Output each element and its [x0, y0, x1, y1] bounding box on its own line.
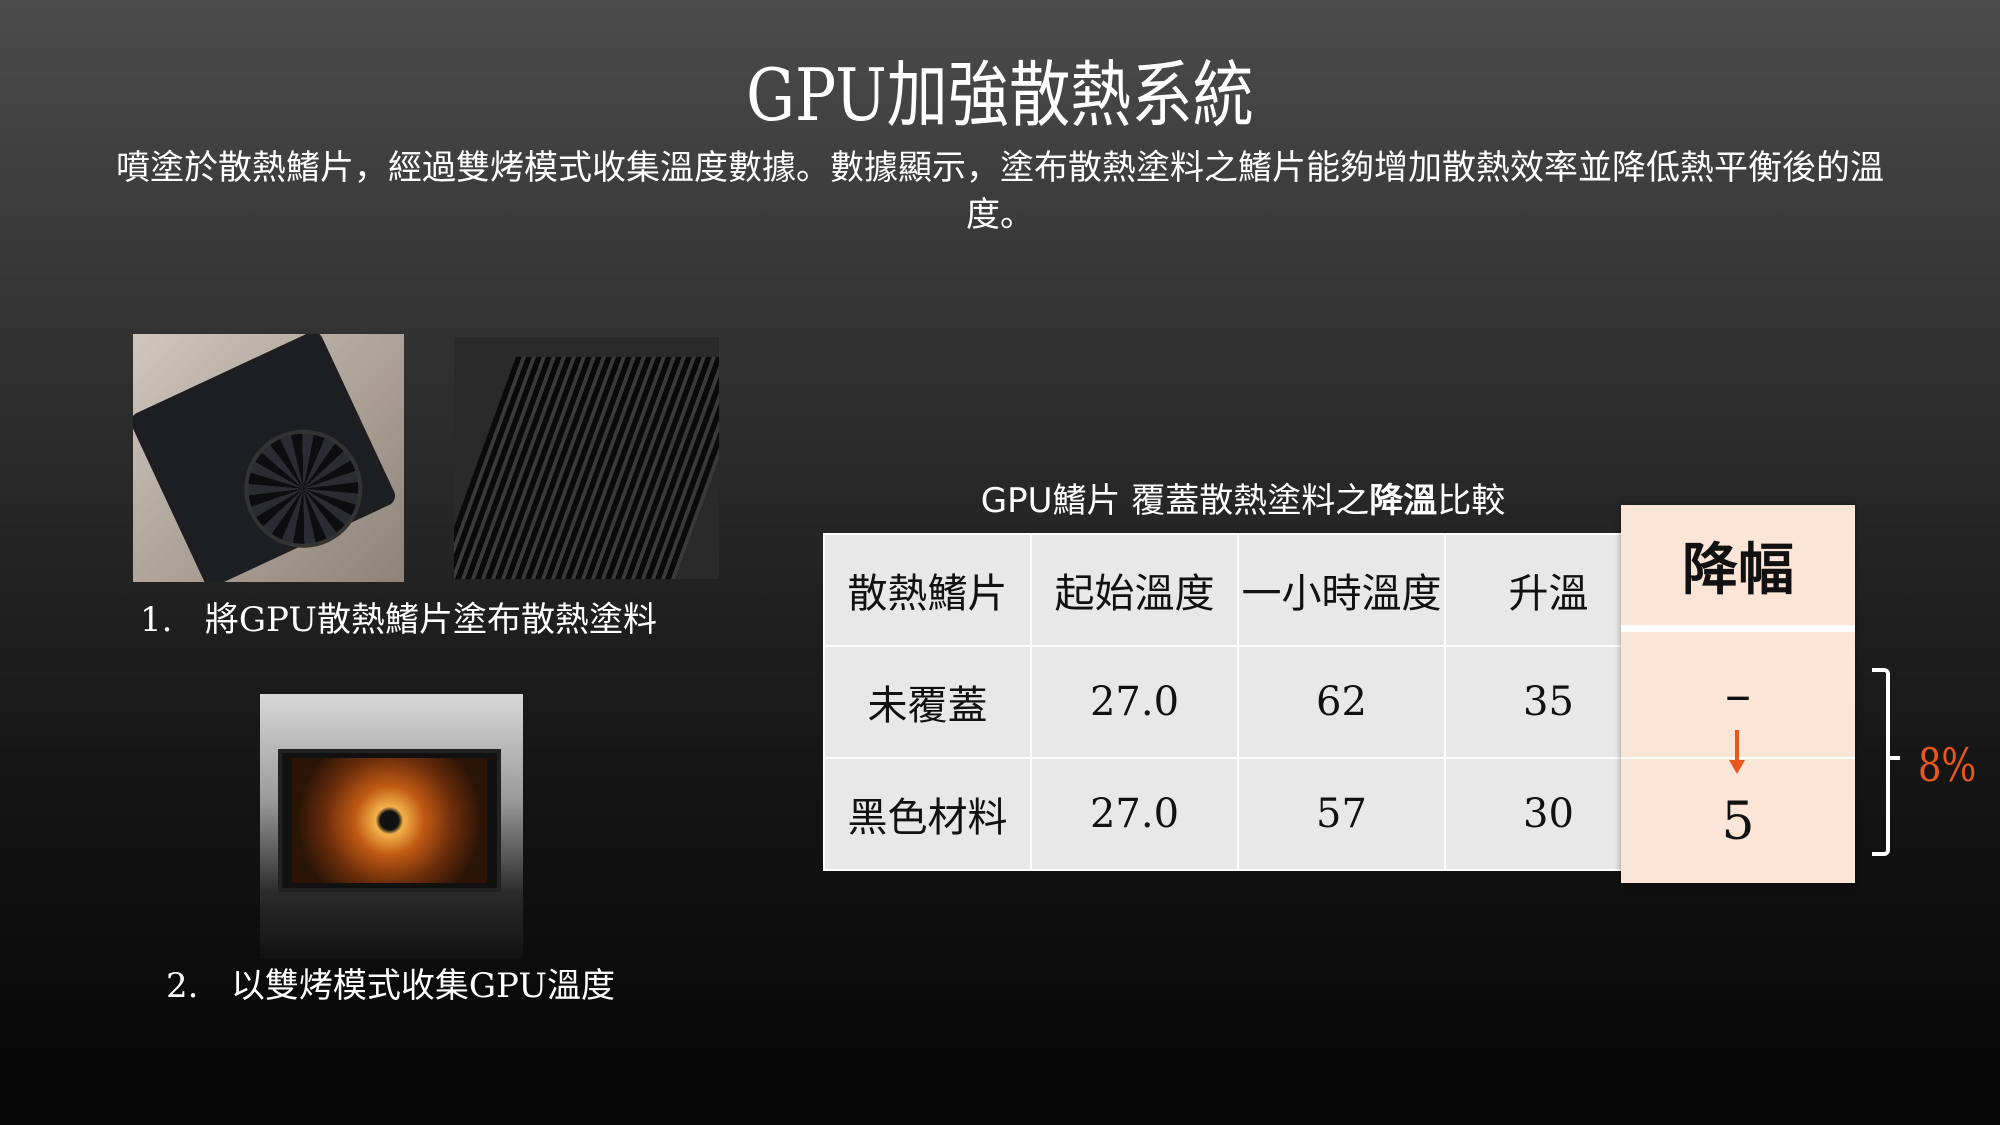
- reduction-column: 降幅 – 5: [1621, 505, 1855, 883]
- gpu-card-photo: [133, 334, 404, 582]
- brace-tick: [1888, 756, 1900, 760]
- step-number: 2.: [166, 966, 199, 1006]
- header-cell: 散熱鰭片: [823, 533, 1032, 647]
- slide-subtitle: 噴塗於散熱鰭片，經過雙烤模式收集溫度數據。數據顯示，塗布散熱塗料之鰭片能夠增加散…: [116, 148, 1884, 235]
- comparison-table: 散熱鰭片 起始溫度 一小時溫度 升溫 未覆蓋 27.0 62 35 黑色材料 2…: [823, 533, 1653, 871]
- caption-text: 比較: [1437, 481, 1506, 521]
- step-1-caption: 1. 將GPU散熱鰭片塗布散熱塗料: [140, 600, 657, 640]
- table-cell: 黑色材料: [823, 757, 1032, 871]
- table-cell: 57: [1237, 757, 1446, 871]
- right-brace-icon: [1872, 668, 1890, 856]
- reduction-header: 降幅: [1621, 505, 1855, 632]
- table-cell: 62: [1237, 645, 1446, 759]
- table-cell: 27.0: [1030, 645, 1239, 759]
- down-arrow-icon: [1735, 730, 1739, 764]
- table-cell: 27.0: [1030, 757, 1239, 871]
- down-arrow-head-icon: [1729, 760, 1745, 774]
- table-row: 未覆蓋 27.0 62 35: [823, 645, 1653, 759]
- reduction-percent: 8%: [1918, 738, 1977, 792]
- reduction-value: 5: [1721, 791, 1755, 852]
- table-cell: 未覆蓋: [823, 645, 1032, 759]
- slide-title: GPU加強散熱系統: [746, 53, 1254, 137]
- step-text: 將GPU散熱鰭片塗布散熱塗料: [204, 600, 657, 640]
- caption-bold: 降溫: [1369, 481, 1438, 521]
- monitor-stress-test-photo: [260, 694, 523, 959]
- table-row: 黑色材料 27.0 57 30: [823, 757, 1653, 871]
- table-cell: 30: [1444, 757, 1653, 871]
- header-cell: 一小時溫度: [1237, 533, 1446, 647]
- step-2-caption: 2. 以雙烤模式收集GPU溫度: [166, 966, 615, 1006]
- heatsink-fins-photo: [454, 337, 719, 579]
- step-number: 1.: [140, 600, 173, 640]
- step-text: 以雙烤模式收集GPU溫度: [230, 966, 615, 1006]
- table-header-row: 散熱鰭片 起始溫度 一小時溫度 升溫: [823, 533, 1653, 647]
- caption-text: GPU鰭片 覆蓋散熱塗料之: [980, 481, 1370, 521]
- header-cell: 起始溫度: [1030, 533, 1239, 647]
- header-cell: 升溫: [1444, 533, 1653, 647]
- table-caption: GPU鰭片 覆蓋散熱塗料之降溫比較: [823, 478, 1663, 524]
